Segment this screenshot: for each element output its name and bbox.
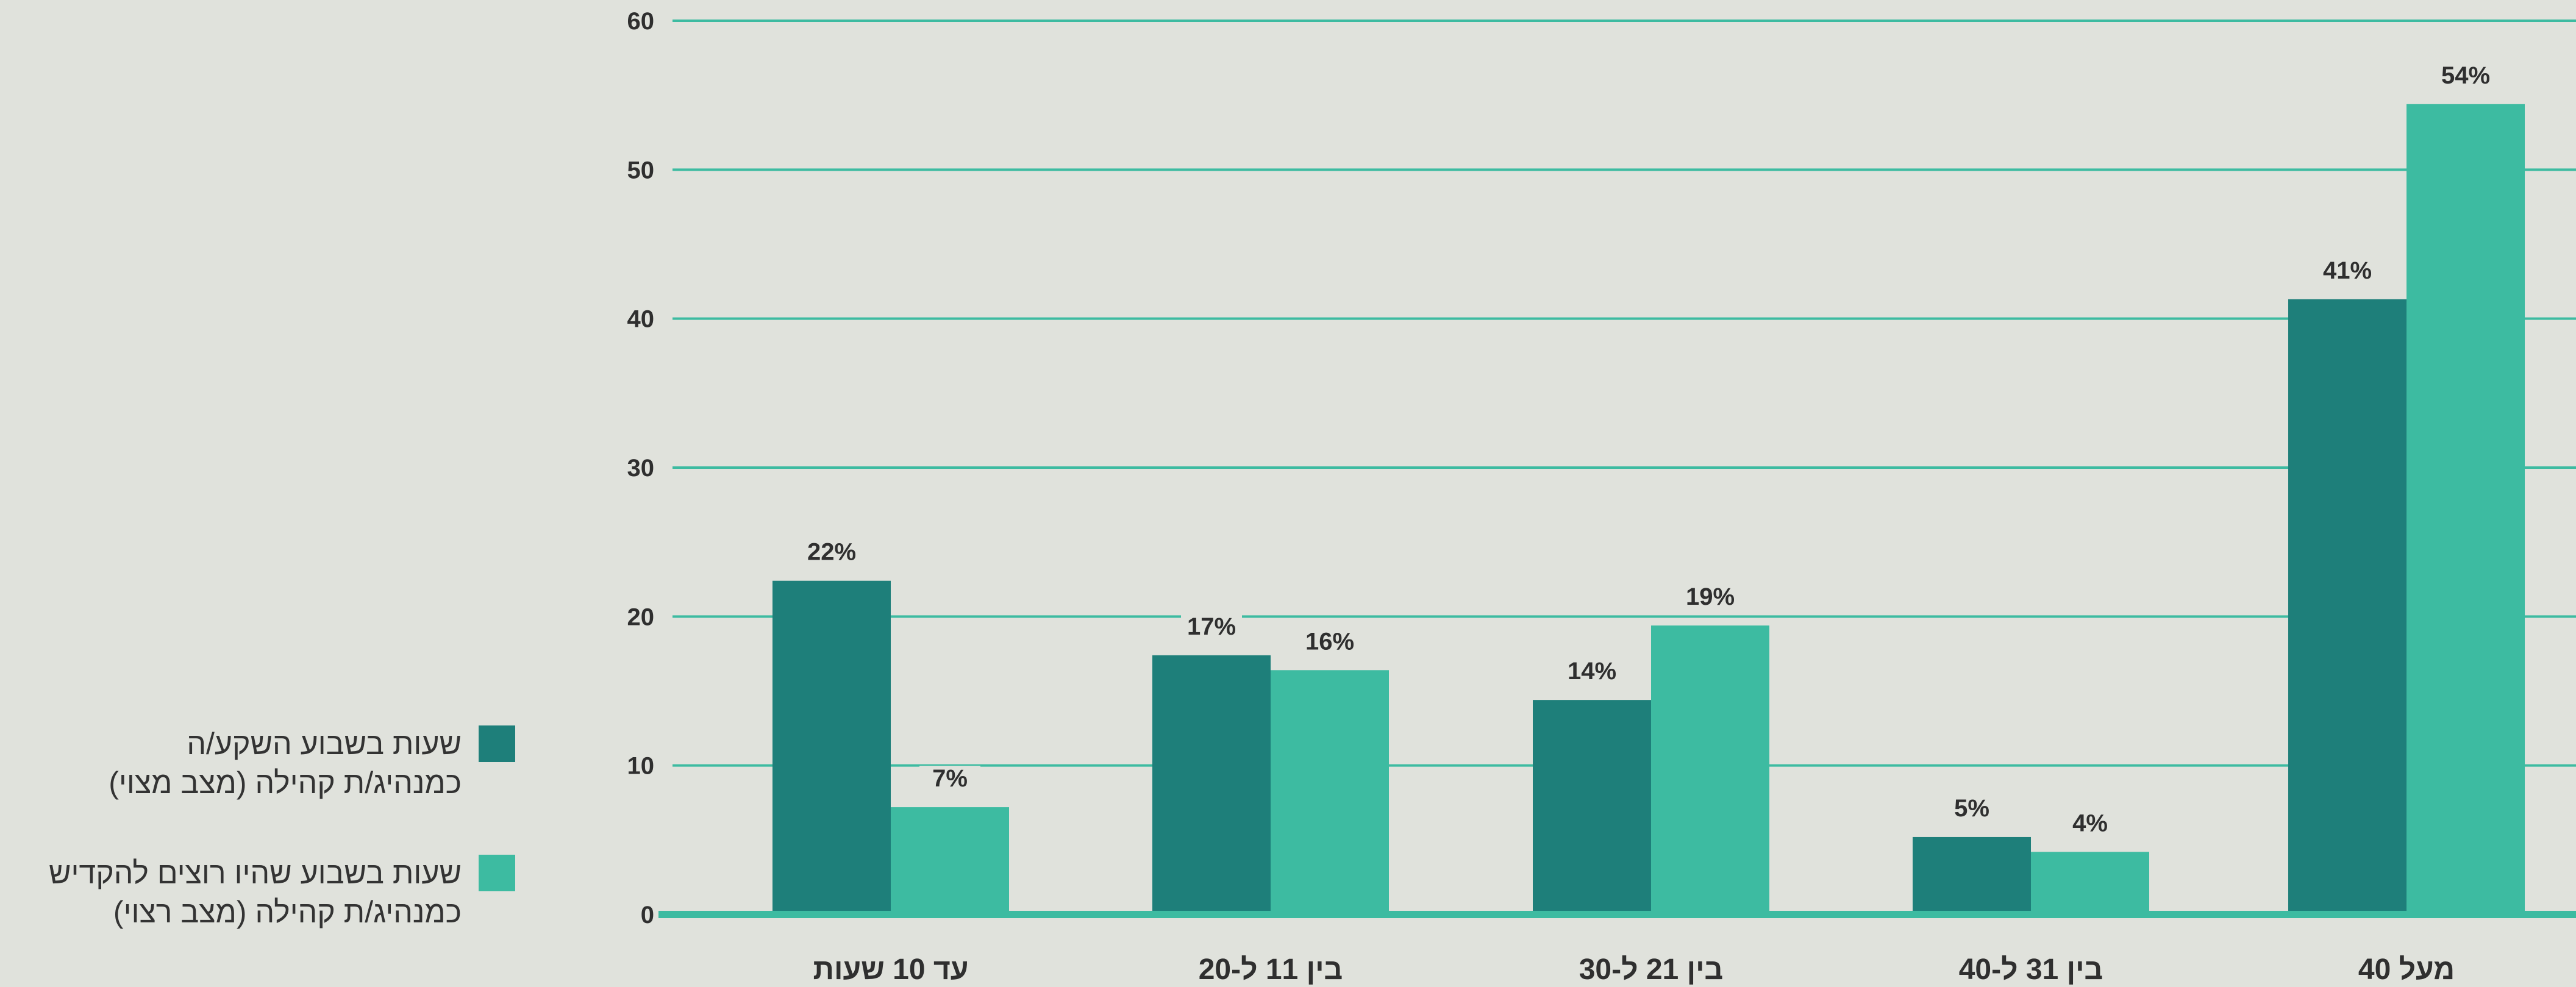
legend-swatch-current bbox=[479, 725, 515, 762]
data-label-s2-c3: 19% bbox=[1686, 583, 1735, 610]
x-category-label-4: בין 31 ל-40 bbox=[1959, 953, 2103, 986]
x-category-label-2: בין 11 ל-20 bbox=[1199, 953, 1343, 986]
legend-label-current: שעות בשבוע השקע/ה כמנהיג/ת קהילה (מצב מצ… bbox=[109, 724, 462, 802]
legend-label-desired-line1: שעות בשבוע שהיו רוצים להקדיש bbox=[49, 856, 462, 890]
bar-s2-c2 bbox=[1271, 670, 1389, 914]
y-tick-label-40: 40 bbox=[627, 306, 655, 333]
bar-s2-c3 bbox=[1651, 625, 1769, 914]
data-label-s1-c4: 5% bbox=[1954, 795, 1989, 822]
legend-label-current-line2: כמנהיג/ת קהילה (מצב מצוי) bbox=[109, 766, 462, 800]
data-label-bg-s1-c5 bbox=[2317, 257, 2378, 287]
data-label-bg-s2-c1 bbox=[919, 766, 980, 796]
y-tick-label-20: 20 bbox=[627, 604, 655, 630]
legend-swatch-desired bbox=[479, 855, 515, 891]
legend-label-current-line1: שעות בשבוע השקע/ה bbox=[187, 727, 462, 761]
data-label-s2-c4: 4% bbox=[2072, 810, 2108, 836]
legend-item-desired: שעות בשבוע שהיו רוצים להקדיש כמנהיג/ת קה… bbox=[49, 853, 515, 932]
bar-s2-c4 bbox=[2031, 852, 2149, 914]
x-category-label-3: בין 21 ל-30 bbox=[1579, 953, 1724, 986]
y-tick-label-30: 30 bbox=[627, 455, 655, 482]
data-label-bg-s2-c2 bbox=[1299, 629, 1360, 658]
legend-label-desired: שעות בשבוע שהיו רוצים להקדיש כמנהיג/ת קה… bbox=[49, 853, 462, 932]
data-label-s1-c1: 22% bbox=[807, 539, 856, 566]
y-tick-label-10: 10 bbox=[627, 753, 655, 780]
bar-s1-c4 bbox=[1913, 836, 2031, 914]
data-label-s2-c5: 54% bbox=[2441, 62, 2490, 89]
data-label-bg-s1-c3 bbox=[1561, 658, 1622, 688]
x-category-label-5: מעל 40 bbox=[2358, 953, 2455, 986]
bar-s1-c1 bbox=[772, 580, 891, 914]
data-label-bg-s1-c4 bbox=[1941, 795, 2002, 825]
legend-label-desired-line2: כמנהיג/ת קהילה (מצב רצוי) bbox=[113, 895, 462, 929]
bar-s2-c5 bbox=[2407, 104, 2525, 914]
data-label-bg-s1-c1 bbox=[801, 539, 862, 569]
data-label-bg-s2-c3 bbox=[1680, 583, 1741, 613]
bar-s1-c2 bbox=[1152, 655, 1271, 914]
bar-s1-c5 bbox=[2288, 299, 2407, 914]
data-label-bg-s2-c5 bbox=[2435, 62, 2496, 92]
data-label-s2-c2: 16% bbox=[1305, 628, 1354, 655]
bar-s2-c1 bbox=[891, 807, 1009, 914]
data-label-s2-c1: 7% bbox=[932, 765, 968, 792]
legend-item-current: שעות בשבוע השקע/ה כמנהיג/ת קהילה (מצב מצ… bbox=[109, 724, 515, 802]
y-tick-label-0: 0 bbox=[641, 902, 654, 928]
y-tick-label-50: 50 bbox=[627, 157, 655, 184]
bar-s1-c3 bbox=[1533, 700, 1651, 914]
data-label-s1-c3: 14% bbox=[1568, 658, 1616, 685]
y-tick-label-60: 60 bbox=[627, 8, 655, 35]
data-label-bg-s1-c2 bbox=[1181, 613, 1242, 643]
data-label-s1-c5: 41% bbox=[2323, 257, 2372, 284]
data-label-bg-s2-c4 bbox=[2060, 810, 2121, 840]
x-category-label-1: עד 10 שעות bbox=[813, 953, 969, 986]
data-label-s1-c2: 17% bbox=[1187, 613, 1236, 640]
